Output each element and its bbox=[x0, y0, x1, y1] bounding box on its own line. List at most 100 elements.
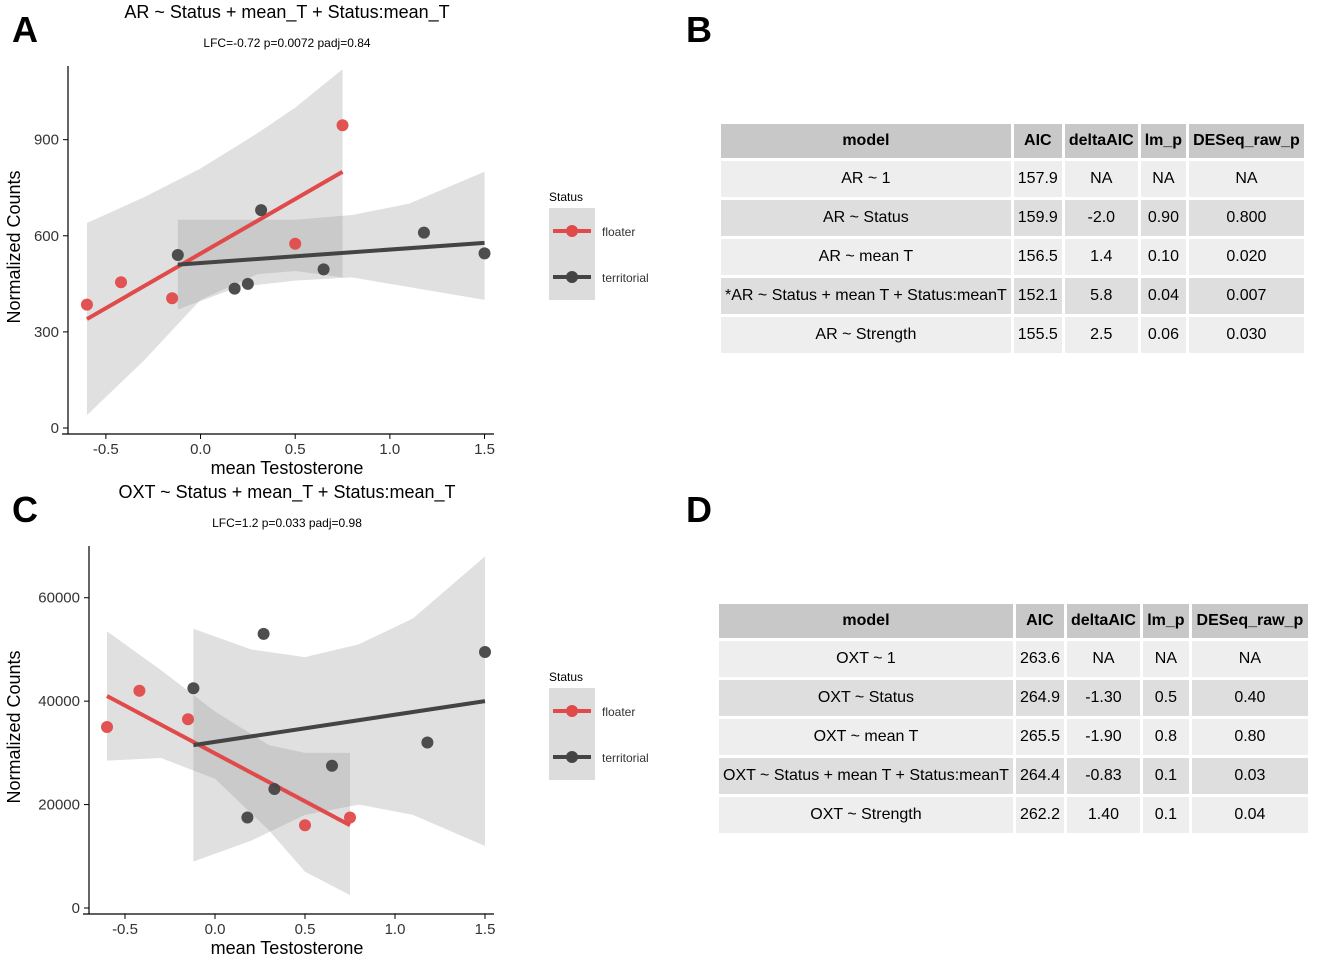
table-cell: OXT ~ Status bbox=[719, 680, 1013, 716]
table-cell: 5.8 bbox=[1064, 278, 1138, 314]
table-cell: 0.90 bbox=[1140, 200, 1187, 236]
chart-subtitle: LFC=1.2 p=0.033 padj=0.98 bbox=[212, 516, 362, 530]
table-cell: 0.06 bbox=[1140, 317, 1187, 353]
table-cell: -1.30 bbox=[1066, 680, 1140, 716]
chart-panel-c: OXT ~ Status + mean_T + Status:mean_T LFC… bbox=[4, 482, 649, 958]
data-point-floater bbox=[336, 119, 349, 132]
column-header: deltaAIC bbox=[1064, 124, 1138, 158]
data-point-floater bbox=[101, 721, 113, 733]
x-tick-label: 0.5 bbox=[285, 441, 306, 458]
table-cell: 0.020 bbox=[1189, 239, 1304, 275]
data-point-territorial bbox=[171, 249, 184, 262]
column-header: lm_p bbox=[1140, 124, 1187, 158]
model-comparison-table-ar: model AIC deltaAIC lm_p DESeq_raw_p AR ~ 1 15… bbox=[718, 121, 1307, 356]
table-cell: NA bbox=[1142, 641, 1189, 677]
y-tick-label: 0 bbox=[51, 420, 59, 437]
chart-title: OXT ~ Status + mean_T + Status:mean_T bbox=[118, 482, 455, 503]
table-row: OXT ~ mean T 265.5 -1.90 0.8 0.80 bbox=[719, 719, 1308, 755]
table-cell: 155.5 bbox=[1013, 317, 1062, 353]
data-point-floater bbox=[344, 811, 356, 824]
table-header-row: model AIC deltaAIC lm_p DESeq_raw_p bbox=[719, 604, 1308, 638]
table-cell: 264.9 bbox=[1015, 680, 1064, 716]
table-cell: 159.9 bbox=[1013, 200, 1062, 236]
panel-label-b: B bbox=[686, 9, 712, 50]
x-axis-label: mean Testosterone bbox=[211, 938, 364, 958]
y-tick-label: 20000 bbox=[38, 797, 80, 814]
data-point-territorial bbox=[326, 759, 338, 772]
column-header: AIC bbox=[1015, 604, 1064, 638]
table-cell: AR ~ Strength bbox=[721, 317, 1011, 353]
table-cell: 156.5 bbox=[1013, 239, 1062, 275]
x-tick-label: 0.0 bbox=[205, 921, 226, 938]
x-tick-label: 1.0 bbox=[385, 921, 406, 938]
y-tick-label: 60000 bbox=[38, 590, 80, 607]
column-header: lm_p bbox=[1142, 604, 1189, 638]
legend-label: floater bbox=[602, 225, 635, 239]
table-row: *AR ~ Status + mean T + Status:meanT 152.… bbox=[721, 278, 1304, 314]
table-cell: NA bbox=[1066, 641, 1140, 677]
data-point-territorial bbox=[241, 277, 254, 290]
legend: Status floater territorial bbox=[549, 190, 649, 300]
legend-key-point bbox=[566, 751, 578, 763]
data-point-floater bbox=[289, 237, 302, 250]
x-axis-label: mean Testosterone bbox=[211, 458, 364, 478]
table-cell: NA bbox=[1140, 161, 1187, 197]
table-cell: AR ~ 1 bbox=[721, 161, 1011, 197]
table-cell: 2.5 bbox=[1064, 317, 1138, 353]
table-row: AR ~ Strength 155.5 2.5 0.06 0.030 bbox=[721, 317, 1304, 353]
data-point-territorial bbox=[268, 783, 281, 796]
table-cell: 0.800 bbox=[1189, 200, 1304, 236]
legend-label: territorial bbox=[602, 751, 649, 765]
data-point-floater bbox=[299, 819, 311, 832]
panel-label-c: C bbox=[12, 489, 38, 530]
chart-subtitle: LFC=-0.72 p=0.0072 padj=0.84 bbox=[203, 36, 370, 50]
data-point-territorial bbox=[479, 646, 491, 659]
legend-title: Status bbox=[549, 190, 583, 204]
table-cell: 0.030 bbox=[1189, 317, 1304, 353]
x-tick-label: 1.0 bbox=[379, 441, 400, 458]
legend: Status floater territorial bbox=[549, 670, 649, 780]
column-header: DESeq_raw_p bbox=[1191, 604, 1308, 638]
table-cell: -0.83 bbox=[1066, 758, 1140, 794]
table-row: AR ~ Status 159.9 -2.0 0.90 0.800 bbox=[721, 200, 1304, 236]
table-cell: 0.04 bbox=[1191, 797, 1308, 833]
table-row: OXT ~ 1 263.6 NA NA NA bbox=[719, 641, 1308, 677]
legend-label: territorial bbox=[602, 271, 649, 285]
data-point-floater bbox=[115, 276, 128, 289]
table-cell: AR ~ mean T bbox=[721, 239, 1011, 275]
table-cell: 265.5 bbox=[1015, 719, 1064, 755]
table-cell: 152.1 bbox=[1013, 278, 1062, 314]
data-point-territorial bbox=[421, 736, 434, 749]
panel-label-d: D bbox=[686, 489, 712, 530]
table-row: OXT ~ Strength 262.2 1.40 0.1 0.04 bbox=[719, 797, 1308, 833]
y-tick-label: 300 bbox=[34, 324, 59, 341]
table-row: AR ~ mean T 156.5 1.4 0.10 0.020 bbox=[721, 239, 1304, 275]
table-row: AR ~ 1 157.9 NA NA NA bbox=[721, 161, 1304, 197]
table-cell: NA bbox=[1064, 161, 1138, 197]
legend-label: floater bbox=[602, 705, 635, 719]
column-header: model bbox=[719, 604, 1013, 638]
table-cell: 1.4 bbox=[1064, 239, 1138, 275]
table-cell: NA bbox=[1191, 641, 1308, 677]
confidence-band-floater bbox=[107, 631, 350, 896]
table-cell: 0.03 bbox=[1191, 758, 1308, 794]
data-point-territorial bbox=[417, 226, 430, 239]
charts-canvas: AR ~ Status + mean_T + Status:mean_T LFC=… bbox=[4, 2, 649, 958]
chart-title: AR ~ Status + mean_T + Status:mean_T bbox=[124, 2, 449, 23]
data-point-floater bbox=[182, 713, 194, 726]
table-cell: 0.10 bbox=[1140, 239, 1187, 275]
legend-title: Status bbox=[549, 670, 583, 684]
table-cell: 262.2 bbox=[1015, 797, 1064, 833]
y-axis-label: Normalized Counts bbox=[4, 650, 24, 803]
table-cell: 0.8 bbox=[1142, 719, 1189, 755]
legend-key-point bbox=[566, 225, 578, 237]
chart-panel-a: AR ~ Status + mean_T + Status:mean_T LFC=… bbox=[4, 2, 649, 478]
data-point-territorial bbox=[255, 204, 268, 217]
table-cell: OXT ~ Strength bbox=[719, 797, 1013, 833]
table-cell: NA bbox=[1189, 161, 1304, 197]
table-cell: 0.5 bbox=[1142, 680, 1189, 716]
table-cell: -1.90 bbox=[1066, 719, 1140, 755]
table-row: OXT ~ Status + mean T + Status:meanT 264.… bbox=[719, 758, 1308, 794]
table-cell: 0.04 bbox=[1140, 278, 1187, 314]
